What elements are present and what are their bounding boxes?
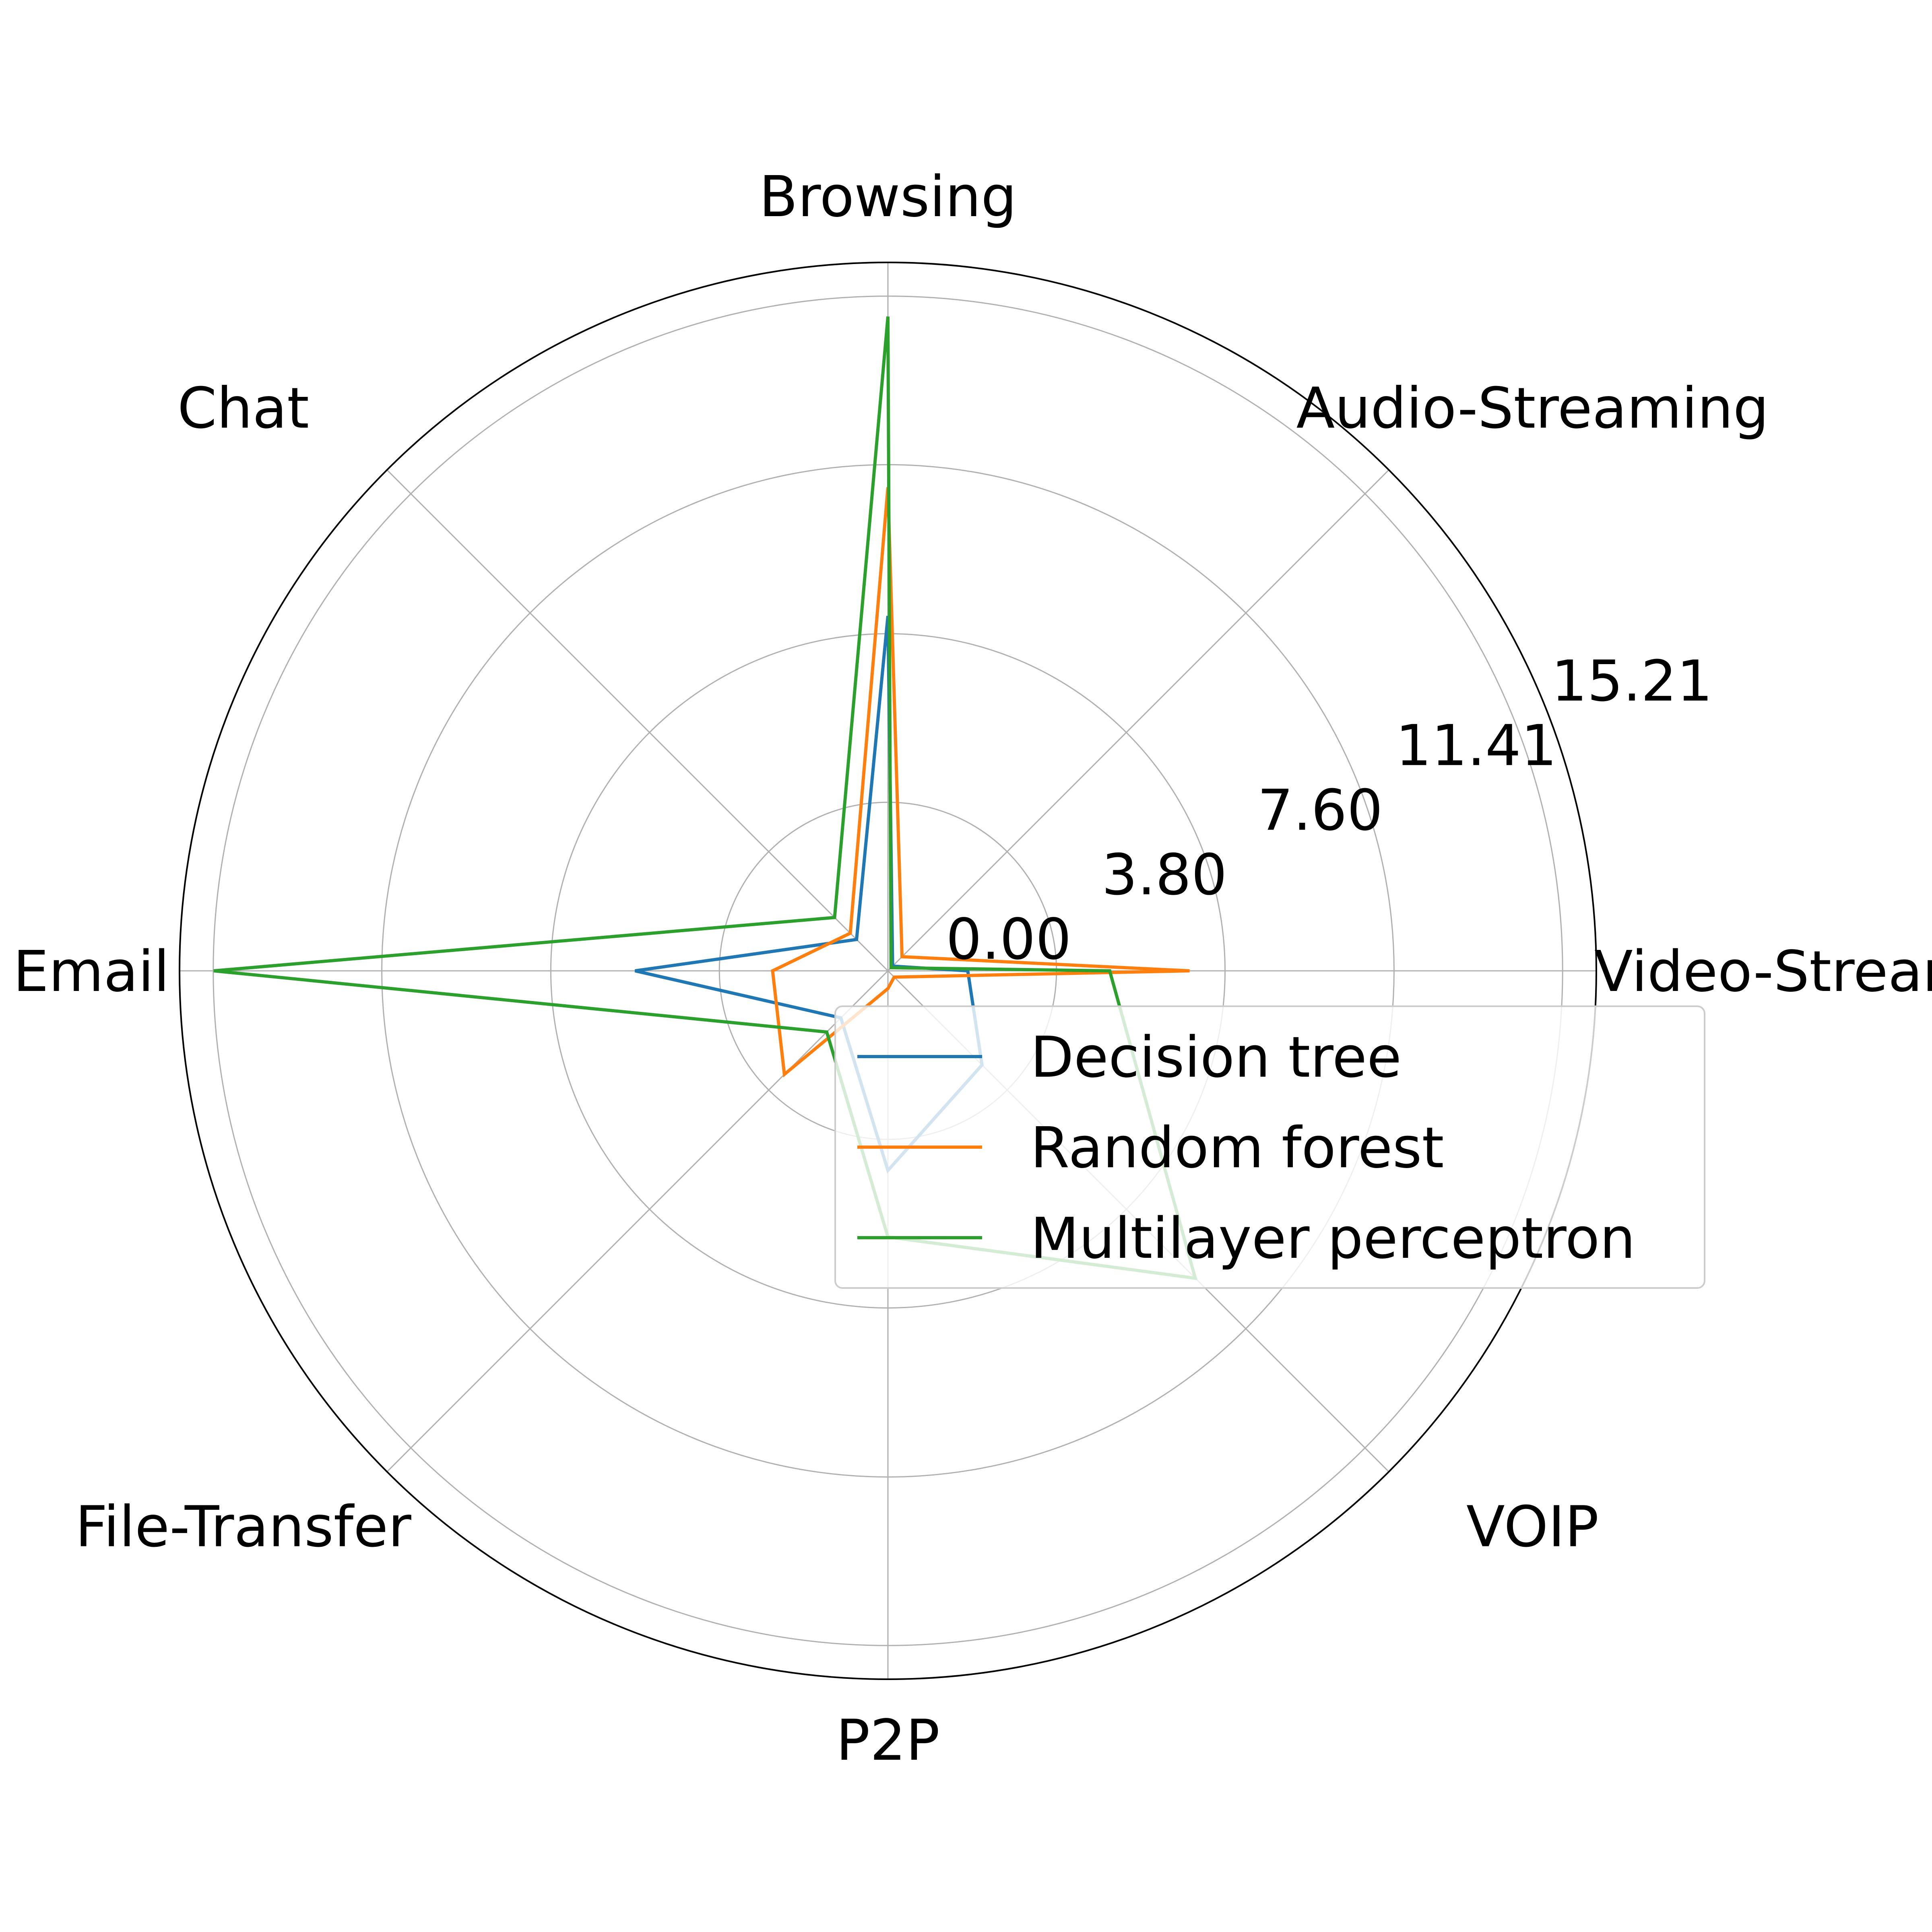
series-random-forest [771, 487, 1190, 1077]
spoke-audio-streaming [887, 469, 1389, 972]
radial-tick-label: 7.60 [1257, 778, 1383, 844]
category-label-p2p: P2P [836, 1708, 940, 1773]
legend-label-multilayer-perceptron: Multilayer perceptron [1030, 1206, 1635, 1271]
category-label-layer: Video-Streaming Audio-Streaming Browsing Ch… [13, 164, 1932, 1773]
radial-tick-label: 15.21 [1551, 649, 1713, 714]
radial-tick-label: 0.00 [946, 907, 1071, 972]
category-label-browsing: Browsing [759, 164, 1017, 230]
legend-label-decision-tree: Decision tree [1030, 1025, 1402, 1090]
legend-box [834, 1005, 1705, 1289]
category-label-email: Email [13, 939, 169, 1005]
category-label-voip: VOIP [1466, 1494, 1599, 1560]
spoke-file-transfer [386, 970, 889, 1472]
outer-frame [179, 262, 1597, 1680]
legend: Decision tree Random forest Multilayer per… [834, 1005, 1705, 1289]
category-label-audio-streaming: Audio-Streaming [1296, 376, 1769, 442]
legend-label-random-forest: Random forest [1030, 1115, 1444, 1181]
spoke-chat [386, 469, 889, 972]
radial-tick-label: 11.41 [1395, 713, 1557, 779]
category-label-file-transfer: File-Transfer [75, 1494, 411, 1560]
category-label-video-streaming: Video-Streaming [1594, 939, 1932, 1005]
category-label-chat: Chat [178, 376, 309, 442]
radial-tick-label: 3.80 [1102, 842, 1227, 908]
